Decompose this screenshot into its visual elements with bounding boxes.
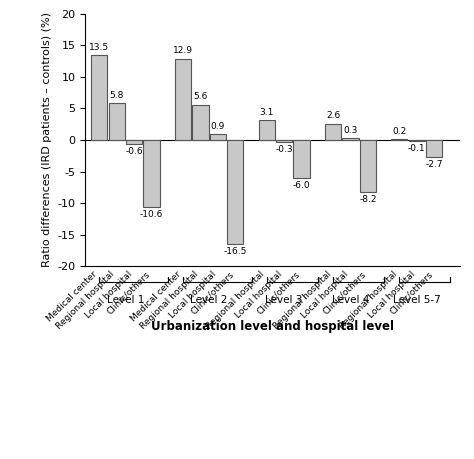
- Text: Clinic/others: Clinic/others: [189, 269, 235, 316]
- Text: 13.5: 13.5: [89, 43, 109, 51]
- Text: Clinic/others: Clinic/others: [255, 269, 301, 316]
- Bar: [342, 138, 359, 140]
- Text: -10.6: -10.6: [140, 210, 164, 219]
- Text: Level 4: Level 4: [332, 295, 369, 305]
- Text: 5.8: 5.8: [109, 91, 124, 100]
- Text: -8.2: -8.2: [359, 195, 377, 204]
- Text: Local hospital: Local hospital: [84, 269, 134, 320]
- Bar: [293, 140, 310, 178]
- Text: Level 1: Level 1: [107, 295, 144, 305]
- Bar: [426, 140, 442, 157]
- Text: Clinic/others: Clinic/others: [321, 269, 368, 316]
- Bar: [276, 140, 292, 142]
- Text: Clinic/others: Clinic/others: [105, 269, 152, 316]
- Text: Local hospital: Local hospital: [234, 269, 284, 320]
- Text: Level 2: Level 2: [191, 295, 228, 305]
- Text: Level 5-7: Level 5-7: [393, 295, 441, 305]
- Text: 2.6: 2.6: [326, 112, 340, 120]
- Bar: [259, 120, 275, 140]
- Text: -0.3: -0.3: [275, 145, 293, 154]
- Y-axis label: Ratio differences (IRD patients – controls) (%): Ratio differences (IRD patients – contro…: [42, 12, 52, 268]
- Bar: [144, 140, 160, 207]
- Text: -0.1: -0.1: [408, 144, 426, 153]
- Text: 0.3: 0.3: [343, 126, 358, 135]
- Text: Regional hospital: Regional hospital: [55, 269, 117, 331]
- Bar: [91, 55, 108, 140]
- Bar: [109, 103, 125, 140]
- Text: 0.2: 0.2: [392, 127, 406, 135]
- Text: Level 3: Level 3: [265, 295, 303, 305]
- Text: Local hospital: Local hospital: [300, 269, 350, 320]
- Text: Medical center: Medical center: [129, 269, 183, 323]
- Text: Local hospital: Local hospital: [366, 269, 417, 320]
- Text: Medical center: Medical center: [46, 269, 99, 323]
- Text: 0.9: 0.9: [211, 122, 225, 131]
- Text: Clinic/others: Clinic/others: [388, 269, 434, 316]
- Text: Regional hospital: Regional hospital: [272, 269, 333, 331]
- Bar: [391, 139, 408, 140]
- Text: -2.7: -2.7: [426, 160, 443, 169]
- Text: Regional hospital: Regional hospital: [337, 269, 399, 331]
- Text: Regional hospital: Regional hospital: [139, 269, 201, 331]
- Text: Regional hospital: Regional hospital: [205, 269, 267, 331]
- Bar: [192, 105, 209, 140]
- Text: 12.9: 12.9: [173, 46, 193, 56]
- Text: 5.6: 5.6: [193, 93, 208, 101]
- Bar: [325, 123, 341, 140]
- Bar: [227, 140, 244, 244]
- Text: -16.5: -16.5: [224, 247, 247, 256]
- Bar: [175, 59, 191, 140]
- Bar: [360, 140, 376, 192]
- Text: Urbanization level and hospital level: Urbanization level and hospital level: [151, 320, 394, 333]
- Text: Local hospital: Local hospital: [167, 269, 218, 320]
- Bar: [126, 140, 142, 144]
- Bar: [210, 134, 226, 140]
- Text: 3.1: 3.1: [260, 108, 274, 117]
- Text: -0.6: -0.6: [125, 147, 143, 156]
- Text: -6.0: -6.0: [293, 181, 310, 190]
